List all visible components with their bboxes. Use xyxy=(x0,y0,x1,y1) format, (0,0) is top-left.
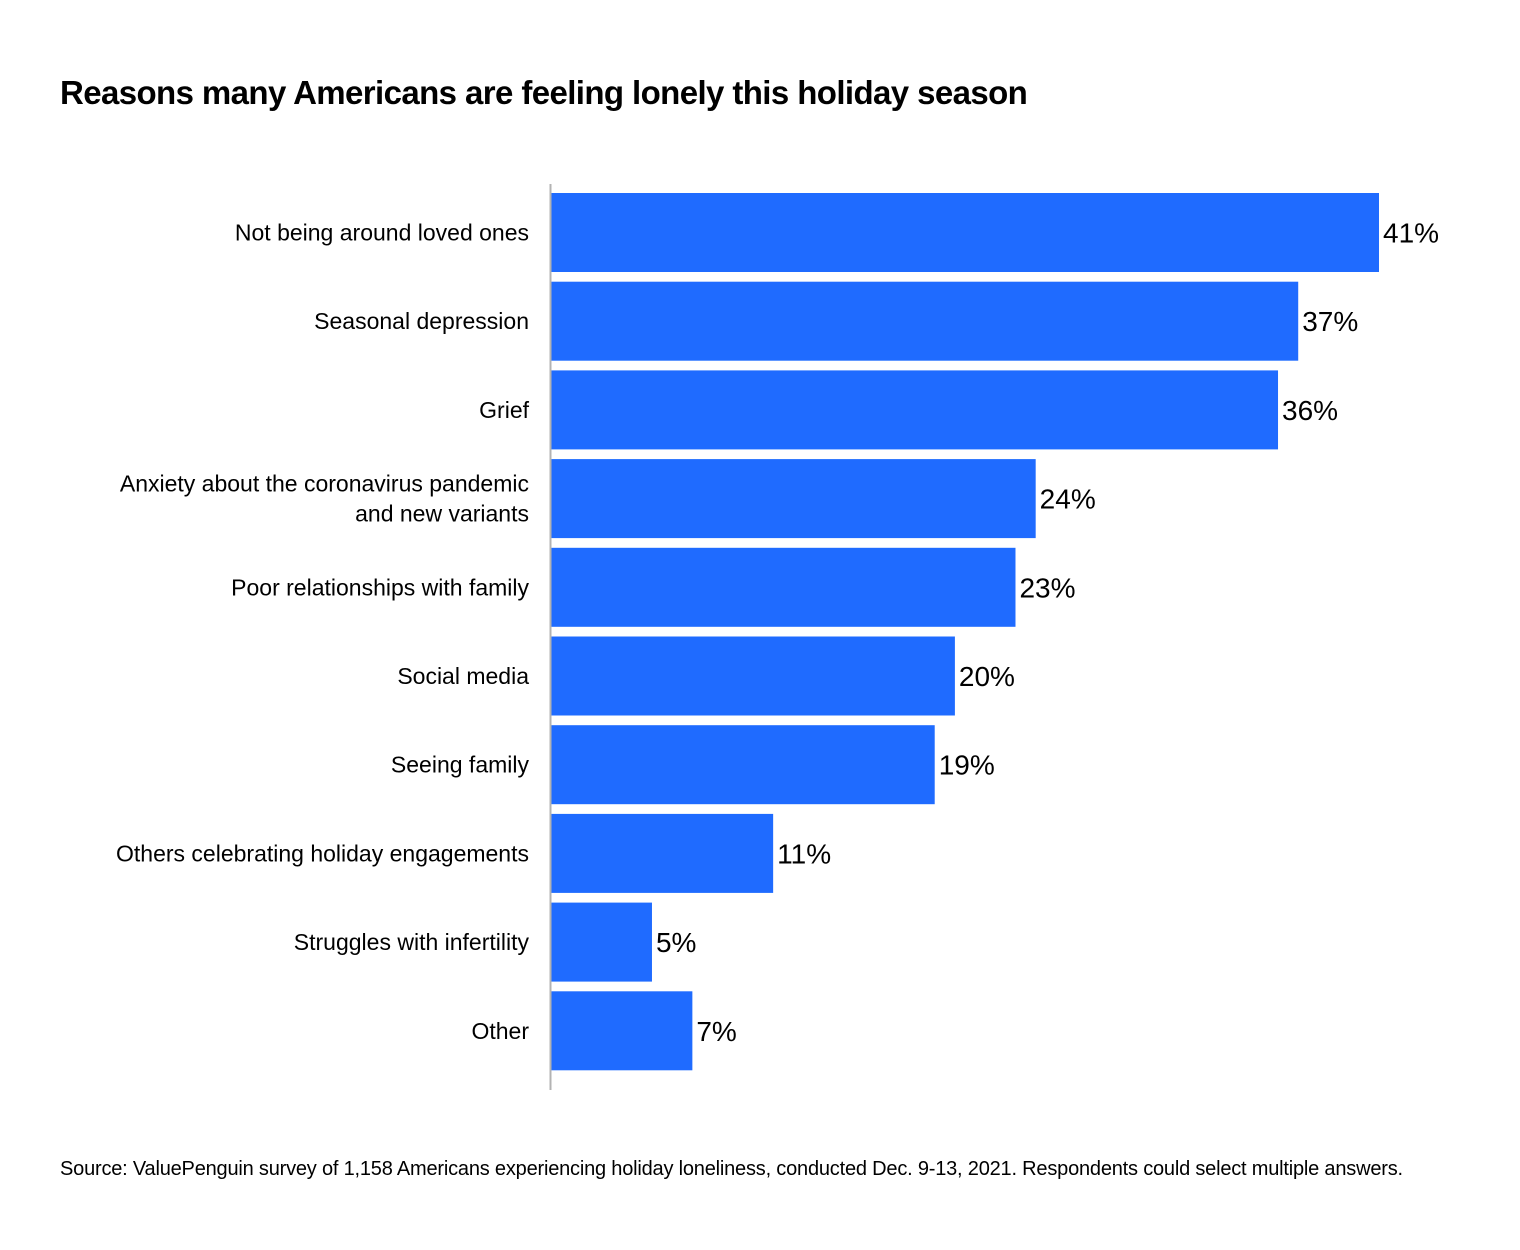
category-label-3: Anxiety about the coronavirus pandemic an… xyxy=(120,471,529,527)
category-label-2: Grief xyxy=(479,397,529,423)
category-label-1: Seasonal depression xyxy=(314,308,529,334)
category-label-line: Social media xyxy=(397,663,529,689)
bar-8 xyxy=(551,902,652,982)
value-label-2: 36% xyxy=(1282,395,1338,426)
bar-5 xyxy=(551,636,955,716)
category-label-line: Poor relationships with family xyxy=(231,574,529,600)
category-label-0: Not being around loved ones xyxy=(235,220,529,246)
category-label-9: Other xyxy=(471,1018,529,1044)
value-label-3: 24% xyxy=(1040,484,1096,515)
category-label-5: Social media xyxy=(397,663,529,689)
value-label-8: 5% xyxy=(656,927,696,958)
value-label-0: 41% xyxy=(1383,218,1439,249)
value-label-7: 11% xyxy=(777,838,831,869)
bar-0 xyxy=(551,193,1379,272)
value-label-1: 37% xyxy=(1302,306,1358,337)
category-label-line: and new variants xyxy=(355,501,529,527)
bar-3 xyxy=(551,459,1036,539)
value-label-4: 23% xyxy=(1019,572,1075,603)
bar-1 xyxy=(551,281,1299,361)
bar-7 xyxy=(551,813,774,893)
source-note: Source: ValuePenguin survey of 1,158 Ame… xyxy=(60,1158,1403,1180)
bar-2 xyxy=(551,370,1279,450)
category-label-line: Anxiety about the coronavirus pandemic xyxy=(120,471,529,497)
value-label-5: 20% xyxy=(959,661,1015,692)
value-label-9: 7% xyxy=(696,1016,736,1047)
category-label-line: Struggles with infertility xyxy=(294,929,530,955)
bar-9 xyxy=(551,991,693,1071)
category-label-6: Seeing family xyxy=(391,752,530,778)
bar-6 xyxy=(551,725,935,805)
category-label-4: Poor relationships with family xyxy=(231,574,529,600)
category-label-line: Not being around loved ones xyxy=(235,220,529,246)
chart-title: Reasons many Americans are feeling lonel… xyxy=(60,74,1028,111)
value-label-6: 19% xyxy=(939,750,995,781)
category-label-line: Other xyxy=(471,1018,529,1044)
category-label-line: Seasonal depression xyxy=(314,308,529,334)
category-label-7: Others celebrating holiday engagements xyxy=(116,840,529,866)
bar-4 xyxy=(551,547,1016,627)
category-label-line: Grief xyxy=(479,397,529,423)
category-label-line: Others celebrating holiday engagements xyxy=(116,840,529,866)
category-label-8: Struggles with infertility xyxy=(294,929,530,955)
category-label-line: Seeing family xyxy=(391,752,530,778)
